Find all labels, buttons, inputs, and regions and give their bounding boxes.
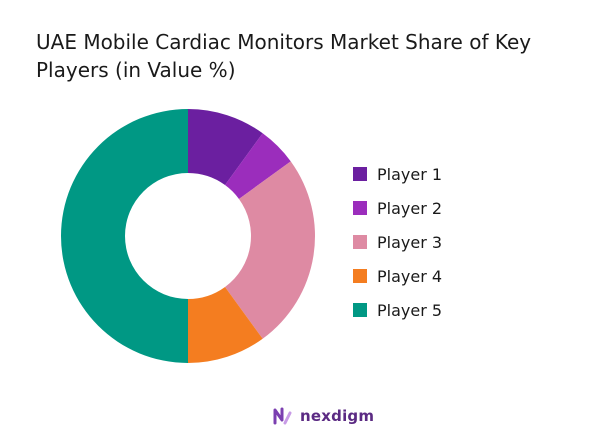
legend-label: Player 2 [377,198,443,218]
legend-item-3: Player 3 [353,225,442,259]
chart-legend: Player 1 Player 2 Player 3 Player 4 Player 5 [353,157,442,327]
donut-slice-1 [188,109,263,186]
legend-label: Player 4 [377,266,443,286]
donut-slice-2 [225,133,291,199]
nexdigm-logo-icon [273,407,292,425]
legend-swatch [353,269,367,283]
legend-label: Player 5 [377,300,443,320]
donut-slice-5 [61,109,188,363]
brand-logo: nexdigm [272,405,374,427]
chart-title: UAE Mobile Cardiac Monitors Market Share… [36,30,532,82]
legend-swatch [353,167,367,181]
donut-slice-3 [225,161,315,339]
legend-swatch [353,201,367,215]
legend-item-5: Player 5 [353,293,442,327]
legend-swatch [353,235,367,249]
legend-label: Player 1 [377,164,443,184]
legend-item-2: Player 2 [353,191,442,225]
brand-name: nexdigm [300,407,375,425]
legend-item-1: Player 1 [353,157,442,191]
legend-swatch [353,303,367,317]
donut-slice-4 [188,286,263,363]
legend-item-4: Player 4 [353,259,442,293]
legend-label: Player 3 [377,232,443,252]
